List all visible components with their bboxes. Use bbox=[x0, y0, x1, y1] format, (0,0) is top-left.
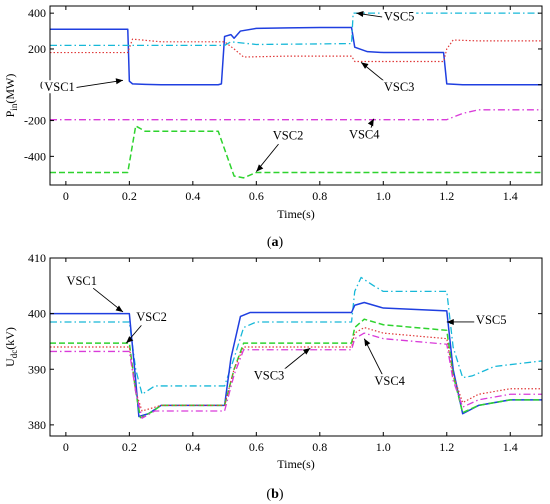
annotation-label-bg bbox=[64, 274, 99, 288]
series-line-vsc3 bbox=[50, 326, 542, 412]
x-tick-label: 1.0 bbox=[376, 189, 391, 203]
x-tick-label: 0 bbox=[63, 440, 69, 454]
annotation-arrow-head bbox=[115, 78, 124, 85]
x-tick-label: 0.6 bbox=[249, 440, 264, 454]
annotation-vsc5: VSC5 bbox=[356, 9, 417, 24]
y-axis-title: Udc(kV) bbox=[3, 327, 19, 367]
annotation-vsc1: VSC1 bbox=[64, 274, 124, 313]
annotation-label: VSC3 bbox=[384, 80, 415, 94]
y-tick-label: -400 bbox=[24, 149, 46, 163]
x-tick-label: 1.2 bbox=[439, 440, 454, 454]
x-tick-label: 0 bbox=[63, 189, 69, 203]
y-axis-title: Pin(MW) bbox=[3, 74, 19, 118]
series-line-vsc1 bbox=[50, 26, 542, 86]
annotation-vsc4: VSC4 bbox=[347, 118, 382, 142]
y-tick-label: 380 bbox=[28, 418, 46, 432]
annotation-label: VSC5 bbox=[384, 10, 415, 24]
x-tick-label: 0.4 bbox=[185, 189, 200, 203]
annotation-vsc3: VSC3 bbox=[360, 62, 417, 94]
annotation-vsc5: VSC5 bbox=[446, 312, 509, 327]
annotation-label-bg bbox=[134, 310, 169, 324]
panel-a-chart: 00.20.40.60.81.01.21.44002000-200-400Tim… bbox=[3, 5, 543, 221]
x-tick-label: 1.4 bbox=[503, 189, 518, 203]
series-line-vsc5 bbox=[50, 12, 542, 47]
annotation-arrow-head bbox=[302, 348, 311, 355]
annotation-label: VSC2 bbox=[136, 310, 167, 324]
annotation-arrow-head bbox=[364, 338, 371, 347]
y-tick-label: 200 bbox=[28, 42, 46, 56]
annotation-label-bg bbox=[42, 80, 77, 94]
annotation-label: VSC5 bbox=[476, 313, 507, 327]
panel-a-caption: (a) bbox=[267, 235, 284, 250]
plot-frame bbox=[49, 257, 543, 437]
annotation-label-bg bbox=[372, 374, 407, 388]
annotation-label: VSC4 bbox=[349, 128, 380, 142]
annotation-label-bg bbox=[382, 80, 417, 94]
series-group bbox=[50, 12, 542, 179]
annotation-arrow-line bbox=[73, 79, 124, 89]
panel-b-chart: 0 0.2 0.4 0.6 0.8 1.0 1.2 1.4 410 400 390 380 Time(s… bbox=[3, 251, 543, 471]
annotation-arrow-head bbox=[356, 11, 364, 18]
annotation-label: VSC1 bbox=[44, 80, 75, 94]
annotation-label: VSC4 bbox=[374, 374, 405, 388]
x-tick-label: 1.4 bbox=[503, 440, 518, 454]
annotation-arrow-head bbox=[126, 336, 134, 344]
annotation-vsc4: VSC4 bbox=[363, 338, 407, 388]
annotation-vsc2: VSC2 bbox=[255, 128, 306, 172]
series-line-vsc4 bbox=[50, 332, 542, 419]
series-line-vsc2 bbox=[50, 318, 542, 419]
series-line-vsc5 bbox=[50, 276, 542, 395]
annotation-label-bg bbox=[252, 368, 287, 382]
plot-frame bbox=[49, 5, 543, 186]
annotation-vsc3: VSC3 bbox=[252, 347, 311, 383]
annotation-label: VSC1 bbox=[66, 274, 97, 288]
series-line-vsc3 bbox=[50, 38, 542, 63]
annotation-arrow-head bbox=[256, 164, 264, 172]
y-tick-label: 410 bbox=[28, 251, 46, 265]
x-tick-label: 0.2 bbox=[122, 189, 137, 203]
annotation-arrow-head bbox=[367, 118, 374, 127]
annotation-arrow-head bbox=[361, 62, 369, 69]
annotation-label-bg bbox=[347, 127, 382, 141]
annotation-arrow-head bbox=[115, 305, 124, 312]
annotation-label-bg bbox=[474, 312, 509, 326]
annotation-vsc1: VSC1 bbox=[42, 78, 124, 94]
annotation-label-bg bbox=[382, 9, 417, 23]
annotation-vsc2: VSC2 bbox=[125, 310, 169, 344]
annotation-label: VSC3 bbox=[254, 369, 285, 383]
y-tick-label: 390 bbox=[28, 362, 46, 376]
series-line-vsc2 bbox=[50, 125, 542, 179]
series-group bbox=[50, 276, 542, 419]
y-tick-label: 400 bbox=[28, 307, 46, 321]
x-tick-label: 1.0 bbox=[376, 440, 391, 454]
y-tick-label: 400 bbox=[28, 6, 46, 20]
annotation-arrow-head bbox=[446, 318, 454, 325]
x-tick-label: 0.6 bbox=[249, 189, 264, 203]
x-tick-label: 0.8 bbox=[312, 440, 327, 454]
annotation-label: VSC2 bbox=[273, 129, 304, 143]
x-axis-title: Time(s) bbox=[277, 207, 315, 221]
y-tick-label: -200 bbox=[24, 114, 46, 128]
x-tick-label: 0.8 bbox=[312, 189, 327, 203]
x-tick-label: 0.4 bbox=[185, 440, 200, 454]
x-tick-label: 1.2 bbox=[439, 189, 454, 203]
x-axis-title: Time(s) bbox=[277, 457, 315, 471]
annotation-label-bg bbox=[271, 128, 306, 142]
x-tick-label: 0.2 bbox=[122, 440, 137, 454]
panel-b-caption: (b) bbox=[266, 487, 283, 502]
series-line-vsc4 bbox=[50, 109, 542, 121]
